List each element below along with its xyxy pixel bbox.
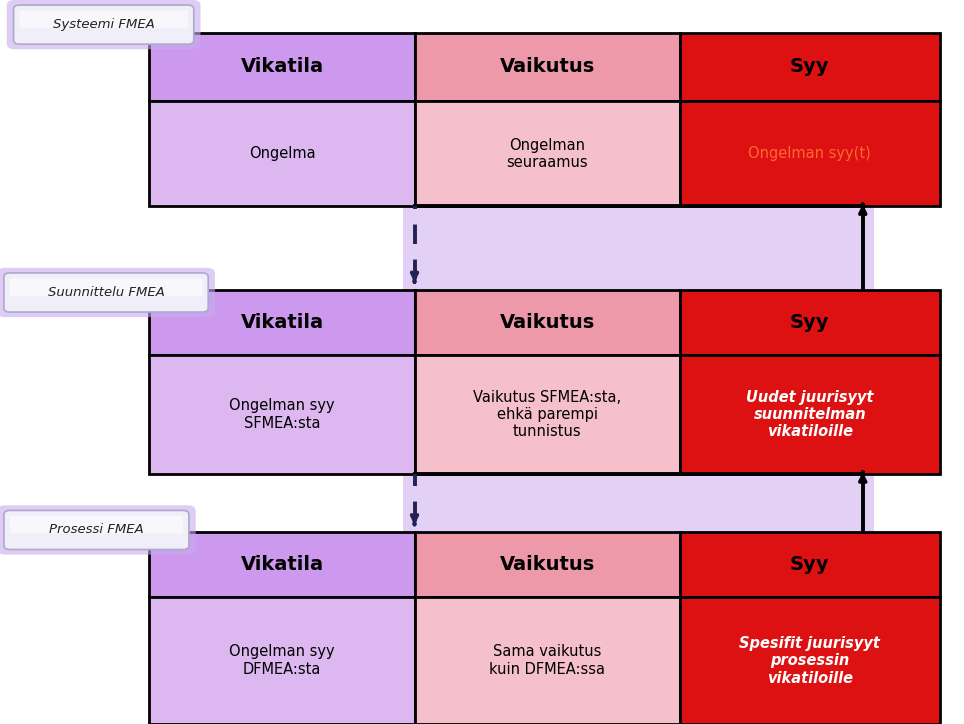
Polygon shape xyxy=(403,199,874,297)
Bar xyxy=(680,597,940,724)
FancyBboxPatch shape xyxy=(7,0,201,49)
Text: Vikatila: Vikatila xyxy=(240,57,324,77)
Text: Systeemi FMEA: Systeemi FMEA xyxy=(53,18,154,31)
Bar xyxy=(415,33,680,101)
FancyBboxPatch shape xyxy=(0,505,196,555)
Bar xyxy=(680,33,940,101)
FancyBboxPatch shape xyxy=(13,5,194,44)
Text: Prosessi FMEA: Prosessi FMEA xyxy=(49,523,144,536)
FancyBboxPatch shape xyxy=(4,273,208,312)
Text: Vikatila: Vikatila xyxy=(240,313,324,332)
Bar xyxy=(149,101,415,206)
Bar xyxy=(149,290,415,355)
Text: Vaikutus: Vaikutus xyxy=(499,313,595,332)
Text: Suunnittelu FMEA: Suunnittelu FMEA xyxy=(47,286,165,299)
Text: Syy: Syy xyxy=(790,313,829,332)
Bar xyxy=(415,532,680,597)
Text: Uudet juurisyyt
suunnitelman
vikatiloille: Uudet juurisyyt suunnitelman vikatiloill… xyxy=(746,390,873,439)
Text: Ongelman syy(t): Ongelman syy(t) xyxy=(748,146,871,161)
FancyBboxPatch shape xyxy=(10,278,202,296)
Text: Vaikutus: Vaikutus xyxy=(499,57,595,77)
Bar xyxy=(415,597,680,724)
Text: Vaikutus SFMEA:sta,
ehkä parempi
tunnistus: Vaikutus SFMEA:sta, ehkä parempi tunnist… xyxy=(473,390,621,439)
Text: Ongelman syy
DFMEA:sta: Ongelman syy DFMEA:sta xyxy=(229,644,335,677)
Text: Vaikutus: Vaikutus xyxy=(499,555,595,574)
Text: Ongelma: Ongelma xyxy=(249,146,315,161)
FancyBboxPatch shape xyxy=(10,515,183,534)
Bar xyxy=(680,290,940,355)
Bar xyxy=(415,290,680,355)
Text: Ongelman syy
SFMEA:sta: Ongelman syy SFMEA:sta xyxy=(229,398,335,431)
FancyBboxPatch shape xyxy=(0,268,215,317)
Bar xyxy=(415,101,680,206)
Bar xyxy=(149,33,415,101)
Text: Ongelman
seuraamus: Ongelman seuraamus xyxy=(506,138,588,170)
Text: Sama vaikutus
kuin DFMEA:ssa: Sama vaikutus kuin DFMEA:ssa xyxy=(489,644,605,677)
Bar xyxy=(149,597,415,724)
Polygon shape xyxy=(403,467,874,539)
Bar xyxy=(680,355,940,474)
Bar xyxy=(149,532,415,597)
Bar xyxy=(149,355,415,474)
Bar xyxy=(680,532,940,597)
FancyBboxPatch shape xyxy=(4,510,189,550)
FancyBboxPatch shape xyxy=(19,10,188,28)
Bar xyxy=(680,101,940,206)
Text: Syy: Syy xyxy=(790,57,829,77)
Text: Syy: Syy xyxy=(790,555,829,574)
Bar xyxy=(415,355,680,474)
Text: Spesifit juurisyyt
prosessin
vikatiloille: Spesifit juurisyyt prosessin vikatiloill… xyxy=(739,636,880,686)
Text: Vikatila: Vikatila xyxy=(240,555,324,574)
